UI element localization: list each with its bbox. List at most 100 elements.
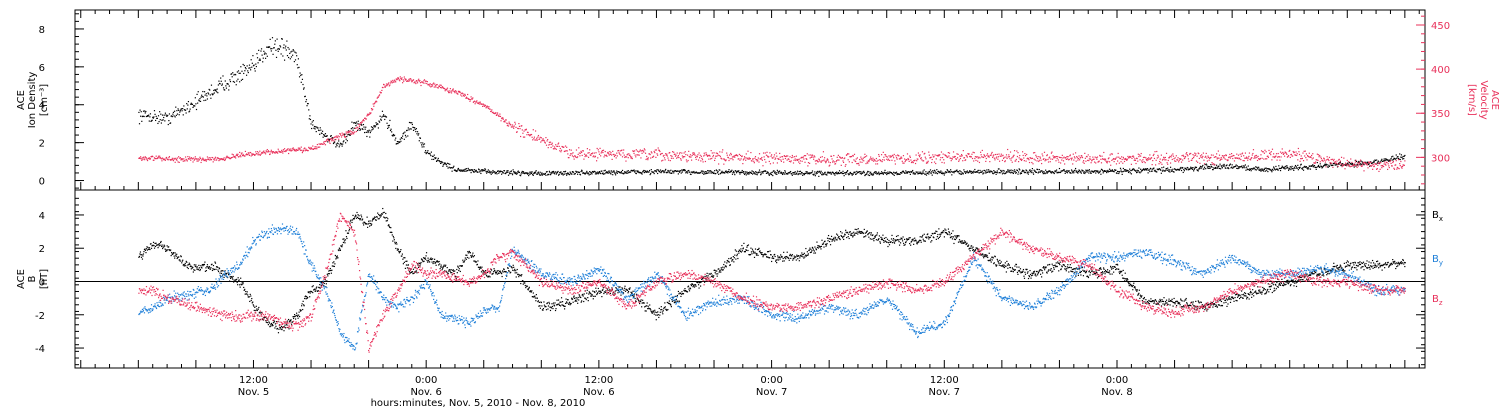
density-point (373, 125, 375, 127)
velocity-point (1070, 157, 1072, 160)
velocity-point (591, 152, 594, 154)
velocity-point (757, 159, 759, 161)
velocity-point (304, 147, 306, 149)
density-point (1002, 169, 1004, 172)
density-point (1123, 170, 1125, 172)
density-point (1262, 168, 1264, 170)
density-point (400, 140, 402, 142)
velocity-point (1161, 159, 1164, 161)
velocity-point (429, 83, 431, 85)
density-point (215, 89, 217, 91)
density-point (203, 99, 205, 102)
velocity-point (795, 155, 797, 157)
density-point (932, 171, 934, 173)
velocity-point (924, 156, 926, 158)
density-point (869, 172, 871, 174)
density-point (938, 172, 940, 174)
velocity-point (1111, 159, 1113, 161)
density-point (1241, 165, 1243, 167)
density-point (156, 117, 158, 120)
velocity-point (958, 160, 960, 162)
density-point (1254, 169, 1256, 171)
density-point (1124, 168, 1126, 171)
density-point (549, 174, 552, 176)
velocity-point (665, 153, 667, 155)
density-point (1191, 168, 1194, 170)
velocity-point (894, 163, 896, 165)
bx-point (185, 265, 187, 267)
velocity-point (1000, 153, 1002, 155)
velocity-point (1149, 154, 1151, 156)
density-point (247, 71, 249, 74)
density-point (929, 169, 932, 171)
density-point (1063, 168, 1065, 171)
density-point (552, 172, 554, 174)
velocity-point (439, 84, 441, 86)
velocity-point (591, 153, 593, 155)
velocity-point (1311, 154, 1313, 157)
density-point (463, 169, 465, 171)
density-point (726, 171, 728, 174)
velocity-point (222, 158, 224, 160)
density-point (948, 170, 951, 173)
velocity-point (1031, 161, 1033, 164)
density-point (1191, 167, 1193, 169)
velocity-point (1137, 153, 1139, 155)
density-point (1400, 156, 1402, 158)
velocity-point (801, 160, 803, 162)
density-point (494, 171, 496, 173)
velocity-point (847, 153, 849, 155)
velocity-point (713, 152, 715, 154)
density-point (1282, 167, 1285, 169)
density-point (624, 171, 626, 173)
density-point (389, 129, 392, 132)
density-point (1179, 167, 1181, 169)
velocity-point (450, 90, 452, 92)
velocity-point (695, 158, 697, 160)
velocity-point (1223, 157, 1225, 159)
velocity-point (1169, 162, 1172, 164)
velocity-point (932, 154, 934, 156)
density-point (250, 69, 252, 71)
velocity-point (454, 92, 456, 94)
velocity-point (301, 152, 304, 154)
velocity-point (1245, 157, 1247, 159)
velocity-point (1243, 160, 1245, 162)
density-point (1180, 169, 1183, 172)
velocity-point (883, 156, 885, 158)
density-point (381, 110, 384, 112)
velocity-point (1247, 159, 1249, 161)
velocity-point (678, 156, 680, 159)
velocity-point (533, 136, 536, 138)
velocity-point (814, 160, 816, 162)
velocity-point (1395, 164, 1397, 166)
density-point (585, 172, 587, 174)
velocity-point (890, 155, 892, 157)
velocity-point (1120, 161, 1122, 163)
velocity-point (636, 150, 639, 152)
density-point (1279, 167, 1281, 170)
velocity-point (521, 129, 523, 131)
density-point (1169, 171, 1171, 173)
density-point (1263, 170, 1265, 172)
velocity-point (1328, 156, 1331, 159)
velocity-point (931, 158, 933, 161)
density-point (1032, 173, 1035, 175)
density-point (184, 109, 187, 111)
density-point (734, 174, 736, 176)
density-point (138, 111, 140, 114)
velocity-point (650, 157, 652, 159)
density-point (510, 170, 512, 172)
density-point (1397, 156, 1399, 158)
velocity-point (832, 161, 834, 163)
density-point (780, 172, 782, 174)
velocity-point (282, 149, 285, 151)
density-point (563, 173, 565, 175)
velocity-point (476, 100, 478, 102)
velocity-point (928, 154, 930, 156)
density-point (271, 37, 274, 39)
density-point (196, 93, 198, 95)
velocity-point (1117, 160, 1119, 162)
velocity-point (956, 157, 959, 159)
velocity-point (1372, 168, 1374, 170)
